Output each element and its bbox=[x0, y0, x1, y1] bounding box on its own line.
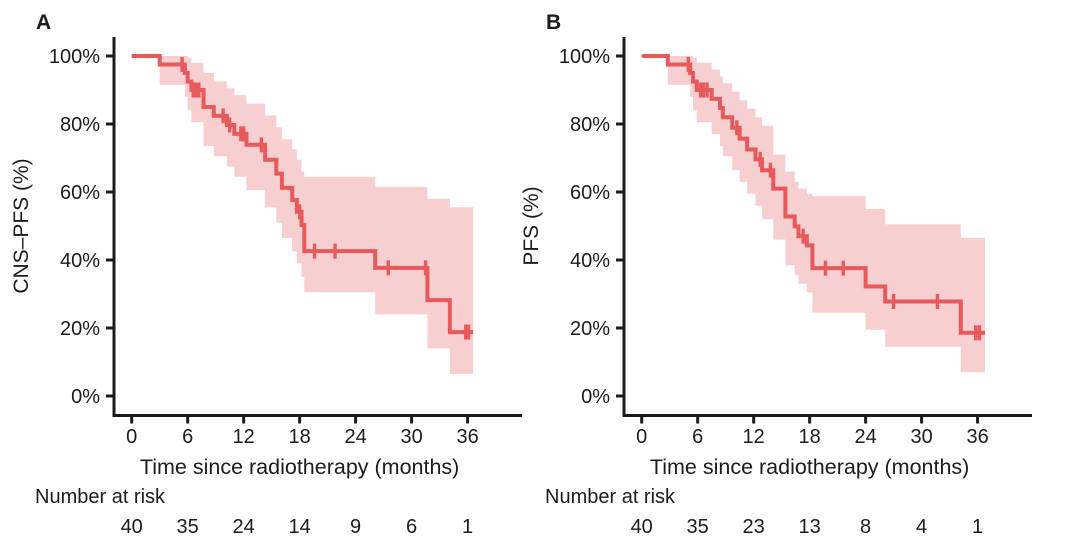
x-tick-label: 30 bbox=[400, 426, 422, 448]
x-tick-label: 12 bbox=[743, 426, 765, 448]
risk-count: 40 bbox=[631, 516, 653, 538]
number-at-risk-label-a: Number at risk bbox=[35, 486, 166, 508]
risk-count: 6 bbox=[406, 516, 417, 538]
x-tick-label: 18 bbox=[799, 426, 821, 448]
risk-count: 35 bbox=[177, 516, 199, 538]
risk-count: 8 bbox=[860, 516, 871, 538]
risk-count: 40 bbox=[121, 516, 143, 538]
y-tick-label: 40% bbox=[570, 250, 610, 272]
risk-count: 9 bbox=[350, 516, 361, 538]
y-tick-label: 40% bbox=[60, 250, 100, 272]
y-tick-label: 80% bbox=[570, 114, 610, 136]
risk-count: 14 bbox=[289, 516, 311, 538]
x-tick-label: 36 bbox=[966, 426, 988, 448]
x-tick-label: 36 bbox=[456, 426, 478, 448]
panel-label-b: B bbox=[546, 11, 561, 34]
km-curve-b bbox=[641, 54, 986, 335]
x-tick-label: 6 bbox=[692, 426, 703, 448]
y-tick-label: 60% bbox=[60, 182, 100, 204]
risk-count: 13 bbox=[799, 516, 821, 538]
y-tick-label: 0% bbox=[581, 386, 610, 408]
y-tick-label: 0% bbox=[71, 386, 100, 408]
risk-count: 1 bbox=[462, 516, 473, 538]
x-tick-label: 24 bbox=[344, 426, 366, 448]
x-tick-label: 0 bbox=[636, 426, 647, 448]
y-tick-label: 60% bbox=[570, 182, 610, 204]
y-tick-label: 100% bbox=[559, 46, 610, 68]
x-axis-title-a: Time since radiotherapy (months) bbox=[140, 455, 459, 479]
risk-count: 35 bbox=[687, 516, 709, 538]
x-tick-label: 12 bbox=[233, 426, 255, 448]
y-axis-title-a: CNS–PFS (%) bbox=[10, 158, 33, 293]
number-at-risk-label-b: Number at risk bbox=[545, 486, 676, 508]
x-tick-label: 0 bbox=[126, 426, 137, 448]
y-axis-title-b: PFS (%) bbox=[520, 186, 543, 265]
km-curve-a bbox=[131, 54, 474, 335]
x-axis-title-b: Time since radiotherapy (months) bbox=[650, 455, 969, 479]
y-tick-label: 20% bbox=[570, 318, 610, 340]
y-tick-label: 80% bbox=[60, 114, 100, 136]
ci-band-b bbox=[667, 56, 986, 373]
y-tick-label: 100% bbox=[49, 46, 100, 68]
x-tick-label: 18 bbox=[289, 426, 311, 448]
risk-count: 24 bbox=[233, 516, 255, 538]
x-tick-label: 24 bbox=[854, 426, 876, 448]
risk-count: 23 bbox=[743, 516, 765, 538]
ci-band-a bbox=[159, 56, 474, 374]
y-tick-label: 20% bbox=[60, 318, 100, 340]
risk-count: 4 bbox=[916, 516, 927, 538]
risk-count: 1 bbox=[972, 516, 983, 538]
x-tick-label: 6 bbox=[182, 426, 193, 448]
panel-label-a: A bbox=[36, 11, 51, 34]
x-tick-label: 30 bbox=[910, 426, 932, 448]
